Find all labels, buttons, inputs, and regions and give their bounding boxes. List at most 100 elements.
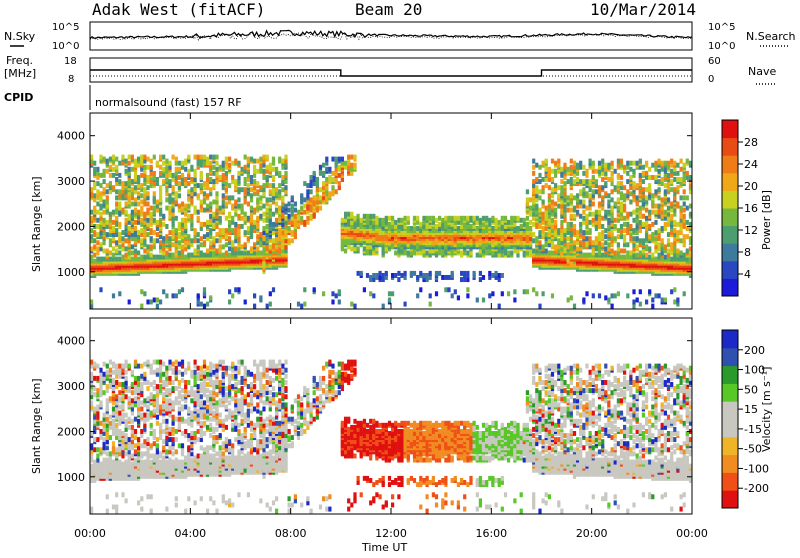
power-cell	[592, 189, 595, 194]
power-cell	[661, 161, 664, 166]
power-cell	[237, 287, 240, 292]
power-cell	[153, 155, 156, 160]
power-cell	[278, 189, 281, 194]
power-cell	[604, 240, 607, 245]
power-cell	[209, 228, 212, 233]
power-cell	[595, 179, 598, 184]
power-cell	[651, 222, 654, 227]
power-cell	[457, 295, 460, 300]
power-cell	[632, 236, 635, 241]
power-cell	[125, 202, 128, 207]
freq-line	[90, 70, 692, 76]
power-cell	[150, 236, 153, 241]
power-cell	[335, 293, 338, 298]
power-cell	[247, 226, 250, 231]
power-cell	[109, 173, 112, 178]
power-cell	[262, 155, 265, 160]
power-cell	[532, 232, 535, 237]
power-cell	[482, 298, 485, 303]
velocity-cell	[106, 451, 109, 456]
power-cell	[683, 234, 686, 239]
power-cell	[93, 193, 96, 198]
power-cell	[592, 240, 595, 245]
power-cell	[259, 295, 262, 300]
power-cell	[338, 173, 341, 178]
power-cell	[231, 240, 234, 245]
power-ylabel: Slant Range [km]	[30, 176, 43, 272]
power-cell	[150, 228, 153, 233]
power-cell	[557, 228, 560, 233]
power-cell	[297, 302, 300, 307]
power-cell	[156, 298, 159, 303]
power-cell	[542, 212, 545, 217]
power-cell	[554, 183, 557, 188]
power-cell	[595, 169, 598, 174]
power-cell	[231, 228, 234, 233]
power-cell	[209, 161, 212, 166]
power-cell	[215, 167, 218, 172]
velocity-cell	[115, 505, 118, 510]
colorbar-swatch	[722, 278, 738, 296]
power-cell	[463, 216, 466, 221]
power-cell	[131, 210, 134, 215]
power-cell	[228, 253, 231, 258]
power-cell	[683, 202, 686, 207]
power-cell	[275, 187, 278, 192]
power-cell	[604, 181, 607, 186]
power-cell	[184, 159, 187, 164]
power-cell	[140, 206, 143, 211]
power-cell	[128, 155, 131, 160]
power-cell	[632, 300, 635, 305]
power-cell	[676, 185, 679, 190]
power-cell	[187, 214, 190, 219]
power-cell	[118, 179, 121, 184]
velocity-cell	[115, 394, 118, 399]
power-cell	[338, 289, 341, 294]
power-cell	[570, 177, 573, 182]
power-cell	[567, 167, 570, 172]
power-cell	[422, 216, 425, 221]
power-cell	[178, 175, 181, 180]
power-cell	[676, 171, 679, 176]
power-cell	[187, 253, 190, 258]
power-cell	[331, 300, 334, 305]
power-cell	[651, 210, 654, 215]
power-cell	[614, 251, 617, 256]
power-cell	[187, 204, 190, 209]
power-cell	[422, 273, 425, 278]
power-cell	[146, 208, 149, 213]
power-cell	[582, 187, 585, 192]
power-cell	[131, 187, 134, 192]
power-cell	[667, 249, 670, 254]
power-cell	[178, 181, 181, 186]
power-cell	[397, 277, 400, 282]
power-cell	[645, 208, 648, 213]
power-cell	[680, 206, 683, 211]
velocity-cell	[99, 462, 102, 467]
power-cell	[617, 228, 620, 233]
power-cell	[686, 220, 689, 225]
power-cell	[658, 187, 661, 192]
power-cell	[225, 157, 228, 162]
power-cell	[419, 271, 422, 276]
power-cell	[109, 251, 112, 256]
power-cell	[416, 226, 419, 231]
power-cell	[542, 177, 545, 182]
power-cell	[563, 228, 566, 233]
power-cell	[153, 255, 156, 260]
power-cell	[645, 216, 648, 221]
power-cell	[444, 287, 447, 292]
power-cell	[99, 242, 102, 247]
power-cell	[604, 210, 607, 215]
power-cell	[495, 271, 498, 276]
power-cell	[563, 163, 566, 168]
power-cell	[197, 155, 200, 160]
power-cell	[589, 236, 592, 241]
power-cell	[212, 165, 215, 170]
power-cell	[272, 183, 275, 188]
power-cell	[125, 210, 128, 215]
power-cell	[146, 300, 149, 305]
power-cell	[172, 173, 175, 178]
power-cell	[187, 169, 190, 174]
power-cell	[532, 238, 535, 243]
